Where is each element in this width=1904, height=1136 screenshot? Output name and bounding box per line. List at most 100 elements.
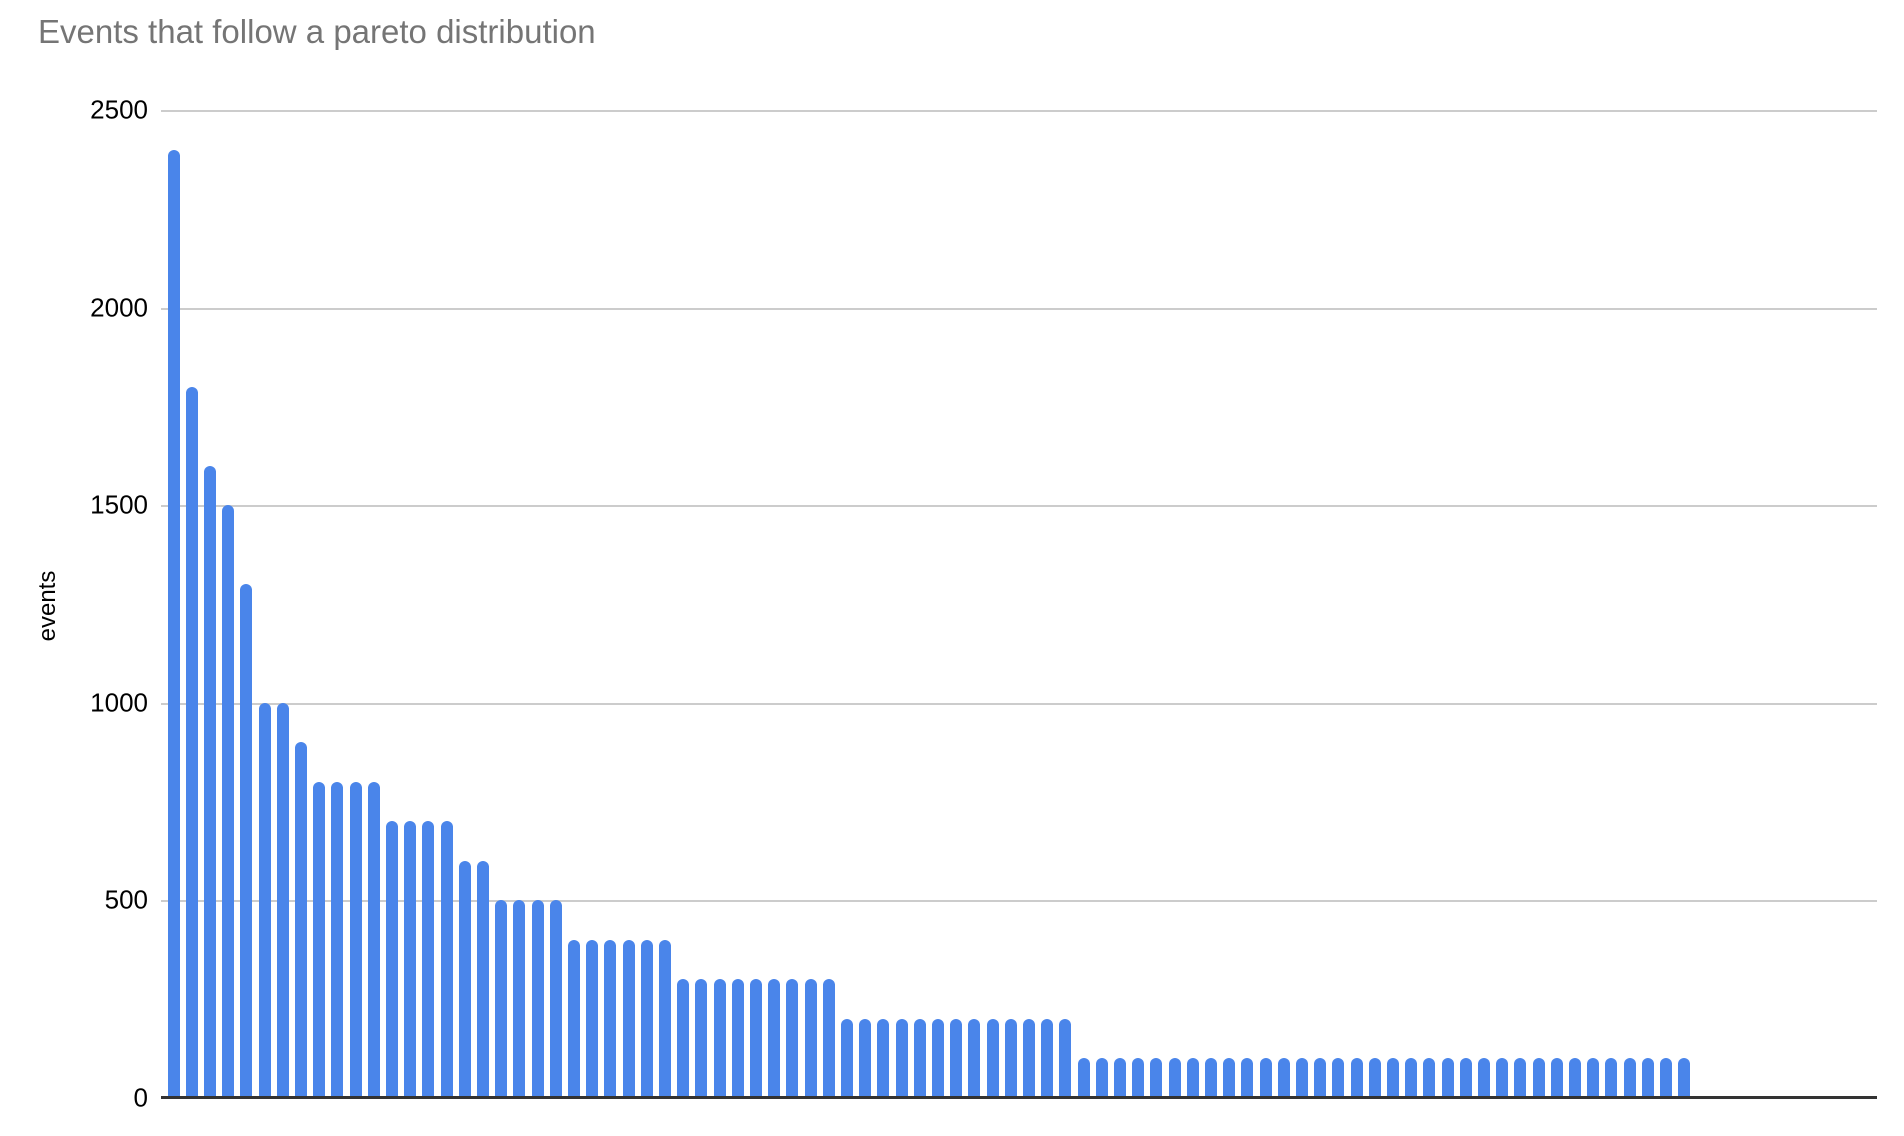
bar[interactable]	[294, 742, 308, 1098]
y-tick-label: 1000	[90, 687, 148, 718]
bar[interactable]	[1150, 1058, 1163, 1098]
bar[interactable]	[986, 1018, 999, 1098]
bar[interactable]	[1368, 1058, 1381, 1098]
bar[interactable]	[586, 939, 599, 1098]
bar[interactable]	[404, 821, 417, 1098]
bar[interactable]	[258, 702, 271, 1098]
bar[interactable]	[877, 1018, 890, 1098]
plot-area	[161, 110, 1877, 1099]
bar[interactable]	[1041, 1018, 1054, 1098]
bar[interactable]	[440, 821, 453, 1098]
bar[interactable]	[1532, 1058, 1545, 1098]
bar[interactable]	[203, 465, 217, 1098]
bar[interactable]	[349, 781, 362, 1098]
bar[interactable]	[895, 1018, 908, 1098]
gridline	[161, 110, 1877, 112]
bar[interactable]	[531, 900, 544, 1098]
y-axis-title: events	[34, 570, 61, 642]
y-tick-label: 0	[133, 1082, 148, 1113]
bar[interactable]	[385, 821, 399, 1098]
bar[interactable]	[768, 979, 781, 1098]
bar[interactable]	[1295, 1058, 1309, 1098]
bar[interactable]	[1113, 1058, 1127, 1098]
bar[interactable]	[1095, 1058, 1108, 1098]
bar[interactable]	[1623, 1058, 1636, 1098]
bar[interactable]	[367, 781, 380, 1098]
bar[interactable]	[695, 979, 708, 1098]
bar[interactable]	[185, 386, 198, 1098]
bar[interactable]	[822, 979, 835, 1098]
bar[interactable]	[1004, 1018, 1017, 1098]
bar[interactable]	[731, 979, 744, 1098]
bar[interactable]	[840, 1018, 854, 1098]
y-tick-label: 500	[104, 884, 148, 915]
bar[interactable]	[313, 781, 326, 1098]
bar[interactable]	[1459, 1058, 1472, 1098]
bar[interactable]	[1514, 1058, 1527, 1098]
bar[interactable]	[240, 584, 253, 1098]
bar[interactable]	[1423, 1058, 1436, 1098]
y-tick-label: 2500	[90, 94, 148, 125]
y-tick-label: 2000	[90, 292, 148, 323]
bar[interactable]	[604, 939, 617, 1098]
bar[interactable]	[859, 1018, 872, 1098]
bar[interactable]	[658, 939, 672, 1098]
bar[interactable]	[567, 939, 581, 1098]
bar[interactable]	[1132, 1058, 1145, 1098]
bar[interactable]	[1186, 1058, 1199, 1098]
bar[interactable]	[1605, 1058, 1618, 1098]
bar[interactable]	[640, 939, 653, 1098]
y-tick-label: 1500	[90, 489, 148, 520]
bar[interactable]	[913, 1018, 926, 1098]
bar[interactable]	[950, 1018, 963, 1098]
bar[interactable]	[276, 702, 289, 1098]
chart-title: Events that follow a pareto distribution	[38, 13, 596, 50]
x-axis-line	[161, 1096, 1877, 1099]
bar[interactable]	[1314, 1058, 1327, 1098]
bar[interactable]	[422, 821, 435, 1098]
bar[interactable]	[786, 979, 799, 1098]
bar[interactable]	[1350, 1058, 1363, 1098]
bar[interactable]	[1587, 1058, 1600, 1098]
bar[interactable]	[1059, 1018, 1072, 1098]
bar[interactable]	[513, 900, 526, 1098]
bar[interactable]	[1477, 1058, 1491, 1098]
bar[interactable]	[1277, 1058, 1290, 1098]
bar[interactable]	[749, 979, 763, 1098]
bar[interactable]	[968, 1018, 981, 1098]
bar[interactable]	[1241, 1058, 1254, 1098]
bar[interactable]	[458, 860, 471, 1098]
gridline	[161, 900, 1877, 903]
bar[interactable]	[622, 939, 635, 1098]
bar[interactable]	[1022, 1018, 1036, 1098]
bar[interactable]	[1168, 1058, 1181, 1098]
gridline	[161, 307, 1877, 310]
bar[interactable]	[222, 505, 235, 1098]
bar[interactable]	[1441, 1058, 1454, 1098]
bar[interactable]	[931, 1018, 945, 1098]
bar[interactable]	[331, 781, 344, 1098]
bar[interactable]	[1641, 1058, 1654, 1098]
bar[interactable]	[804, 979, 817, 1098]
bar[interactable]	[1405, 1058, 1418, 1098]
bar[interactable]	[1077, 1058, 1090, 1098]
bar[interactable]	[1386, 1058, 1400, 1098]
bar[interactable]	[549, 900, 562, 1098]
bar[interactable]	[1496, 1058, 1509, 1098]
bar[interactable]	[1332, 1058, 1345, 1098]
bar[interactable]	[1223, 1058, 1236, 1098]
gridline	[161, 505, 1877, 508]
gridline	[161, 702, 1877, 705]
bar[interactable]	[1550, 1058, 1563, 1098]
bar[interactable]	[1659, 1058, 1673, 1098]
bar[interactable]	[677, 979, 690, 1098]
bar[interactable]	[1204, 1058, 1218, 1098]
bar[interactable]	[1568, 1058, 1582, 1098]
bar[interactable]	[1678, 1058, 1691, 1098]
bar[interactable]	[495, 900, 508, 1098]
bar[interactable]	[476, 860, 490, 1098]
bar[interactable]	[167, 149, 180, 1098]
bar[interactable]	[1259, 1058, 1272, 1098]
bar[interactable]	[713, 979, 726, 1098]
